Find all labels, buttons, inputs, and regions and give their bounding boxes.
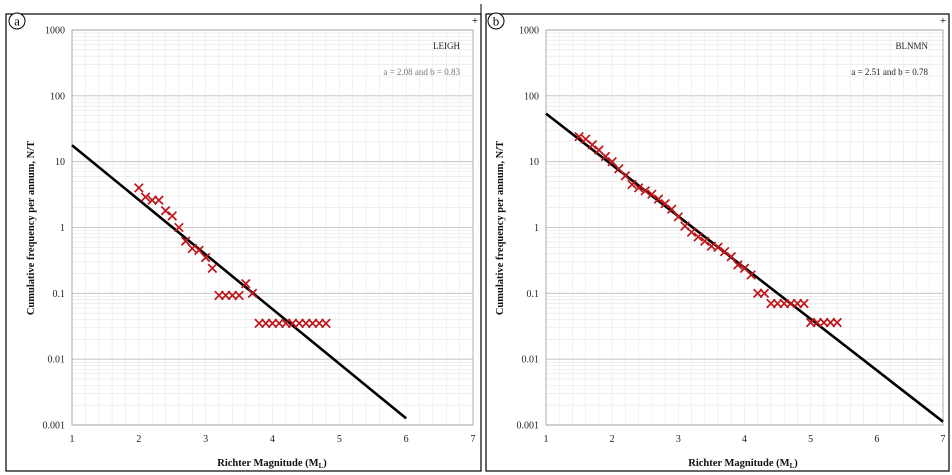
- panel-b-data-point: [799, 298, 809, 309]
- panel-b-x-axis-label: Richter Magnitude (ML): [688, 458, 798, 470]
- panel-b-y-tick-label: 0.01: [522, 355, 540, 366]
- panel-b-plus-mark: +: [940, 15, 946, 27]
- panel-b-y-tick-label: 1000: [519, 26, 539, 37]
- panel-b-y-tick-label: 0.001: [517, 421, 540, 432]
- panel-b-data-point: [693, 232, 703, 242]
- panel-b-data-point: [713, 242, 723, 253]
- panel-a-data-points: [134, 183, 331, 329]
- panel-a-data-point: [247, 288, 258, 299]
- panel-a-data-point: [167, 211, 178, 221]
- panel-b-data-point: [746, 270, 756, 280]
- panel-a-x-tick-label: 1: [70, 434, 75, 445]
- panel-a-y-tick-label: 1: [60, 223, 65, 234]
- panel-a-y-tick-label: 100: [50, 91, 65, 102]
- panel-a-data-point: [154, 195, 164, 205]
- panel-b-data-point: [686, 227, 697, 237]
- panel-a-gridlines: [71, 29, 474, 426]
- panel-a-data-point: [134, 183, 144, 193]
- panel-a-frame: [5, 13, 482, 472]
- panel-b-data-point: [733, 260, 743, 270]
- panel-b-data-point: [653, 194, 664, 204]
- panel-a-x-tick-label: 2: [136, 434, 141, 445]
- panel-a-equation: a = 2.08 and b = 0.83: [383, 67, 460, 77]
- panel-a-y-tick-label: 1000: [45, 26, 65, 37]
- panel-a-data-point: [160, 205, 171, 216]
- panel-b-plot-area: 0.001 0.01 0.1 1 10 100 1000 1 2 3 4 5 6 7: [517, 26, 946, 446]
- panel-b-y-tick-label: 0.1: [527, 289, 540, 300]
- panel-b-gridlines: [545, 29, 944, 426]
- panel-b-x-tick-label: 5: [808, 434, 813, 445]
- panel-b-data-point: [759, 288, 770, 299]
- panel-b-data-point: [640, 186, 651, 196]
- panel-a-x-tick-label: 6: [404, 434, 409, 445]
- panel-b-x-axis-label-close: ): [794, 458, 798, 469]
- panel-a-data-point: [240, 278, 251, 289]
- panel-a-x-axis-label-main: Richter Magnitude (M: [217, 458, 318, 469]
- panel-a-badge: a: [8, 12, 26, 30]
- panel-a-x-tick-label: 5: [337, 434, 342, 445]
- panel-b-data-point: [719, 246, 730, 257]
- panel-a-y-axis-label: Cumulative frequency per annum, N/T: [26, 141, 37, 315]
- panel-b-data-point: [574, 131, 584, 142]
- panel-b-y-tick-label: 1: [534, 223, 539, 234]
- panel-b-equation: a = 2.51 and b = 0.78: [851, 67, 928, 77]
- panel-b-y-tick-label: 100: [524, 91, 539, 102]
- panel-b-frame: [485, 13, 950, 472]
- panel-b-data-point: [647, 189, 657, 200]
- panel-b-station-label: BLNMN: [895, 41, 928, 51]
- panel-a-data-point: [207, 263, 218, 274]
- panel-b-x-tick-label: 1: [544, 434, 549, 445]
- panel-a-data-point: [187, 243, 198, 254]
- panel-a-y-tick-label: 0.01: [48, 355, 66, 366]
- panel-b-x-tick-label: 3: [676, 434, 681, 445]
- panel-b-x-tick-label: 4: [742, 434, 747, 445]
- panel-b-axes-box: [545, 29, 944, 426]
- panel-a-x-tick-label: 3: [203, 434, 208, 445]
- panel-a-x-axis-label-close: ): [323, 458, 327, 469]
- panel-a-data-point: [234, 290, 244, 301]
- panel-a-x-axis-label: Richter Magnitude (ML): [217, 458, 327, 470]
- panel-b-data-point: [627, 179, 637, 190]
- panel-b-data-point: [699, 236, 710, 246]
- panel-b-x-tick-label: 2: [610, 434, 615, 445]
- panel-b-x-axis-label-sub: L: [790, 462, 795, 470]
- panel-b-data-point: [620, 170, 631, 181]
- panel-a-y-tick-label: 0.1: [53, 289, 66, 300]
- panel-a-x-tick-label: 7: [471, 434, 476, 445]
- panel-b-data-point: [832, 317, 842, 328]
- panel-a-data-point: [174, 222, 184, 233]
- panel-b-data-point: [726, 251, 737, 262]
- panel-b-x-tick-label: 6: [874, 434, 879, 445]
- panel-b-data-point: [587, 140, 598, 150]
- panel-b-data-point: [633, 183, 644, 193]
- panel-b-badge-circle: [487, 12, 505, 30]
- panel-b-x-tick-label: 7: [941, 434, 946, 445]
- panel-b-data-point: [600, 151, 611, 162]
- panel-a-fit-line: [71, 144, 407, 420]
- panel-a-plot-area: 0.001 0.01 0.1 1 10 100 1000 1 2 3 4 5 6 7: [43, 26, 476, 446]
- panel-a-x-tick-label: 4: [270, 434, 275, 445]
- panel-a-station-label: LEIGH: [433, 41, 460, 51]
- panel-a-data-point: [200, 252, 211, 263]
- panel-a-data-point: [140, 192, 151, 202]
- panel-a-data-point: [321, 318, 331, 329]
- panel-b-badge-letter: b: [493, 14, 500, 29]
- panel-b-data-points: [574, 131, 842, 328]
- panel-b-y-axis-label: Cumulative frequency per annum, N/T: [495, 141, 506, 315]
- panel-b-y-tick-label: 10: [529, 157, 539, 168]
- panel-b-data-point: [666, 204, 677, 214]
- panel-a-y-tick-label: 10: [55, 157, 65, 168]
- panel-a-axes-box: [71, 29, 474, 426]
- panel-b-x-axis-label-main: Richter Magnitude (M: [688, 458, 789, 469]
- panel-a-x-axis-label-sub: L: [319, 462, 324, 470]
- panel-a-y-tick-label: 0.001: [43, 421, 66, 432]
- panel-a-badge-circle: [8, 12, 26, 30]
- panel-a-plus-mark: +: [472, 15, 478, 27]
- panel-b-badge: b: [487, 12, 505, 30]
- panel-a-badge-letter: a: [14, 14, 20, 29]
- panel-b-data-point: [673, 212, 684, 222]
